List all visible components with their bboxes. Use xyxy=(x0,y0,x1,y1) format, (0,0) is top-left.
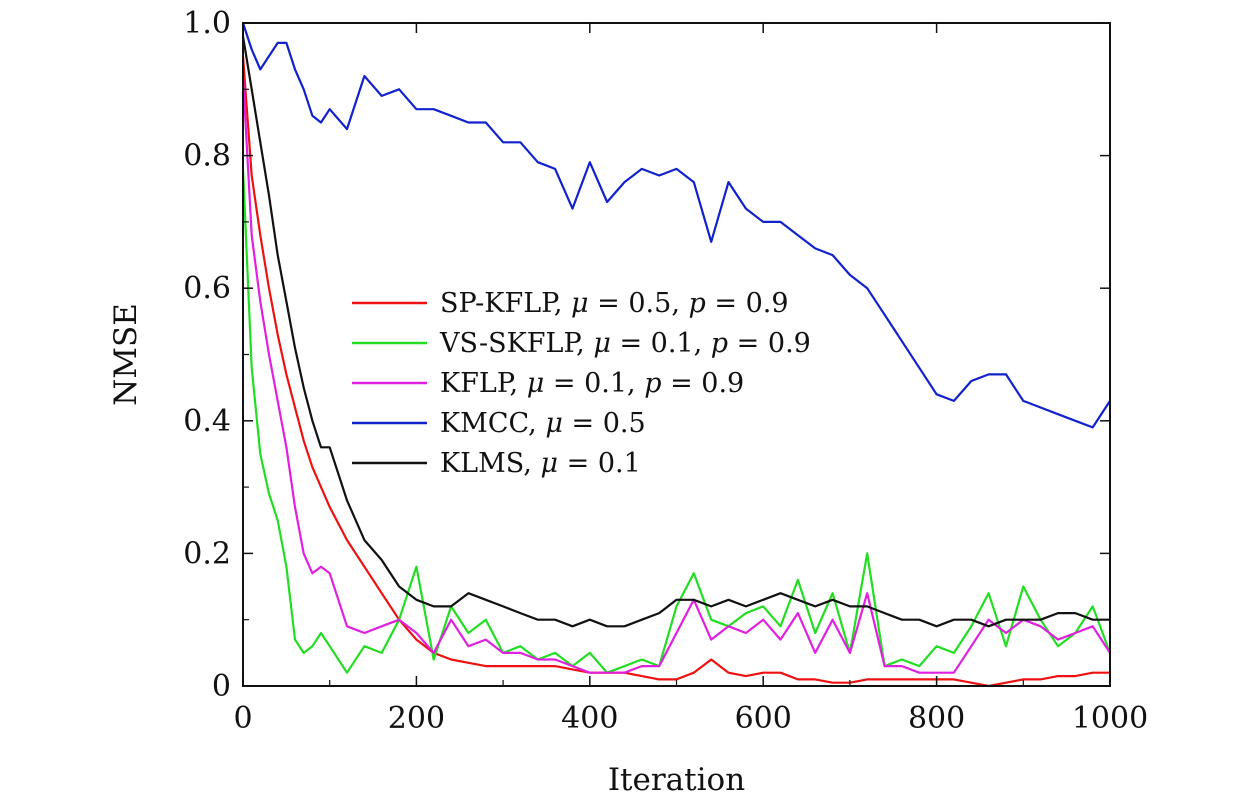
series-line-1 xyxy=(241,56,1110,688)
legend-p-value: 0.9 xyxy=(768,328,811,359)
legend-equals: = xyxy=(544,368,584,399)
y-tick-label: 0.8 xyxy=(183,139,231,174)
legend-separator: , xyxy=(627,368,644,399)
legend-equals: = xyxy=(706,288,746,319)
legend-mu-symbol: μ xyxy=(593,328,611,359)
legend-equals: = xyxy=(563,408,603,439)
legend-equals: = xyxy=(728,328,768,359)
legend-equals: = xyxy=(589,288,629,319)
legend-label-2: VS-SKFLP, μ = 0.1, p = 0.9 xyxy=(439,328,811,359)
legend-prefix: KFLP, xyxy=(440,368,527,399)
x-tick-label: 800 xyxy=(908,701,965,736)
legend-mu-value: 0.5 xyxy=(628,288,671,319)
x-tick-label: 0 xyxy=(233,701,252,736)
legend-prefix: VS-SKFLP, xyxy=(439,328,593,359)
legend-mu-value: 0.5 xyxy=(603,408,646,439)
x-tick-label: 400 xyxy=(561,701,618,736)
legend-p-value: 0.9 xyxy=(701,368,744,399)
legend-equals: = xyxy=(611,328,651,359)
x-axis-title: Iteration xyxy=(608,762,745,798)
legend-p-value: 0.9 xyxy=(746,288,789,319)
tick-layer: 0 200 400 600 800 1000 0 0.2 0.4 0.6 0.8 1.0 xyxy=(183,6,1148,736)
series-line-4 xyxy=(241,22,1111,429)
legend-equals: = xyxy=(661,368,701,399)
legend-equals: = xyxy=(558,448,598,479)
y-tick-label: 1.0 xyxy=(183,6,231,41)
x-tick-label: 1000 xyxy=(1072,701,1148,736)
legend-label-1: SP-KFLP, μ = 0.5, p = 0.9 xyxy=(440,288,789,319)
y-axis-title: NMSE xyxy=(108,303,144,406)
legend-label-4: KMCC, μ = 0.5 xyxy=(440,408,646,439)
legend-mu-value: 0.1 xyxy=(584,368,627,399)
series-layer xyxy=(241,22,1112,688)
legend-mu-symbol: μ xyxy=(527,368,545,399)
x-tick-label: 200 xyxy=(388,701,445,736)
legend-mu-symbol: μ xyxy=(540,448,558,479)
legend-label-5: KLMS, μ = 0.1 xyxy=(440,448,641,479)
x-tick-label: 600 xyxy=(735,701,792,736)
legend-prefix: KMCC, xyxy=(440,408,545,439)
legend: SP-KFLP, μ = 0.5, p = 0.9VS-SKFLP, μ = 0… xyxy=(352,288,811,479)
legend-mu-value: 0.1 xyxy=(651,328,694,359)
legend-p-symbol: p xyxy=(644,368,661,399)
legend-separator: , xyxy=(671,288,688,319)
series-line-3 xyxy=(241,75,1111,674)
y-tick-label: 0 xyxy=(212,669,231,704)
legend-p-symbol: p xyxy=(689,288,706,319)
y-tick-label: 0.4 xyxy=(183,404,231,439)
legend-prefix: KLMS, xyxy=(440,448,540,479)
y-tick-label: 0.2 xyxy=(183,536,231,571)
series-line-2 xyxy=(241,168,1112,674)
legend-mu-symbol: μ xyxy=(571,288,589,319)
legend-prefix: SP-KFLP, xyxy=(440,288,571,319)
legend-separator: , xyxy=(694,328,711,359)
legend-label-3: KFLP, μ = 0.1, p = 0.9 xyxy=(440,368,744,399)
series-line-5 xyxy=(241,36,1110,628)
legend-p-symbol: p xyxy=(711,328,728,359)
legend-mu-symbol: μ xyxy=(545,408,563,439)
y-tick-label: 0.6 xyxy=(183,271,231,306)
legend-mu-value: 0.1 xyxy=(598,448,641,479)
